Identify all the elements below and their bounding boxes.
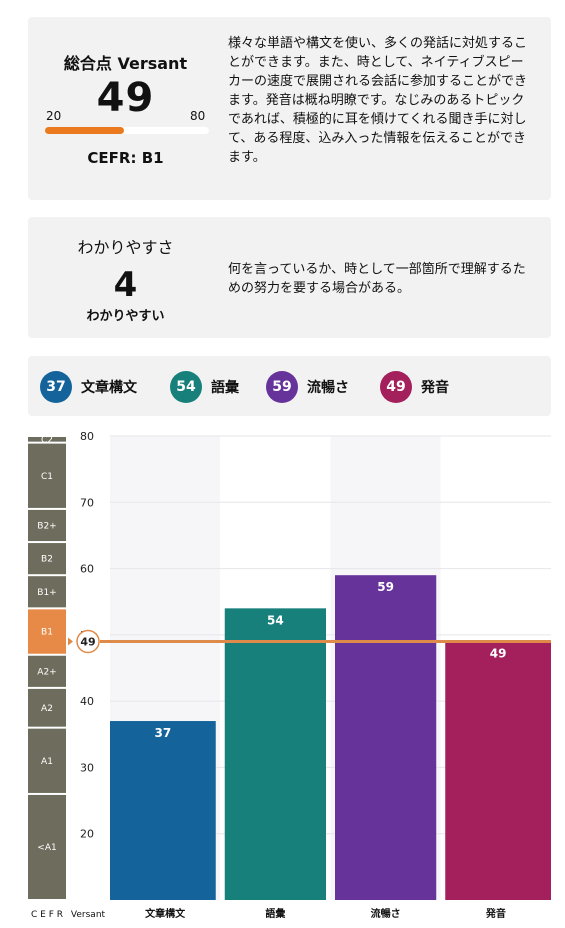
cefr-band — [28, 609, 66, 654]
overall-score-card: 総合点 Versant 49 20 80 CEFR: B1 様々な単語や構文を使… — [28, 17, 551, 200]
score-range-fill — [45, 127, 125, 134]
versant-axis-label: Versant — [71, 910, 106, 920]
y-tick-label: 80 — [80, 430, 94, 443]
cefr-band — [28, 437, 66, 442]
cefr-band-label: A2 — [41, 704, 53, 714]
y-tick-label: 70 — [80, 496, 94, 509]
legend-item-vocabulary: 54 語彙 — [170, 371, 239, 403]
legend-item-fluency: 59 流暢さ — [266, 371, 349, 403]
y-tick-label: 60 — [80, 563, 94, 576]
legend-item-grammar: 37 文章構文 — [40, 371, 137, 403]
cefr-band — [28, 543, 66, 575]
bar — [110, 721, 216, 900]
cefr-band-label: B1 — [41, 628, 53, 638]
legend-label: 語彙 — [211, 380, 239, 396]
cefr-band-label: B2 — [41, 555, 53, 565]
x-tick-label: 文章構文 — [145, 907, 186, 920]
cefr-band-label: C2 — [41, 435, 53, 445]
cefr-band — [28, 794, 66, 899]
legend-item-pronunciation: 49 発音 — [380, 371, 449, 403]
overall-description: 様々な単語や構文を使い、多くの発話に対処することができます。また、時として、ネイ… — [228, 36, 528, 165]
cefr-band — [28, 443, 66, 508]
bar — [224, 608, 326, 900]
bar-value-label: 37 — [155, 726, 172, 740]
x-tick-label: 語彙 — [265, 907, 286, 920]
reference-pointer-icon — [68, 637, 73, 646]
legend-badge: 37 — [40, 371, 72, 403]
score-range-max: 80 — [190, 109, 206, 123]
reference-badge — [76, 629, 100, 654]
cefr-band-label: C1 — [41, 472, 53, 482]
y-tick-label: 30 — [80, 761, 94, 774]
bar — [445, 641, 551, 900]
score-range-track — [45, 127, 209, 134]
cefr-band — [28, 655, 66, 687]
legend-badge: 59 — [266, 371, 298, 403]
intelligibility-description: 何を言っているか、時として一部箇所で理解するための努力を要する場合がある。 — [228, 262, 526, 296]
overall-score-title: 総合点 Versant — [63, 54, 188, 73]
legend-badge: 54 — [170, 371, 202, 403]
y-tick-label: 40 — [80, 695, 94, 708]
subscore-legend: 37 文章構文 54 語彙 59 流暢さ 49 発音 — [28, 356, 551, 416]
intelligibility-card: わかりやすさ 4 わかりやすい 何を言っているか、時として一部箇所で理解するため… — [28, 217, 551, 338]
legend-label: 流暢さ — [307, 380, 349, 396]
bar-value-label: 49 — [490, 646, 507, 660]
legend-label: 文章構文 — [81, 380, 137, 396]
cefr-band-label: A2+ — [37, 667, 56, 677]
cefr-band — [28, 509, 66, 542]
cefr-level: CEFR: B1 — [87, 149, 164, 167]
bar-value-label: 54 — [267, 613, 284, 627]
cefr-band — [28, 576, 66, 608]
legend-badge: 49 — [380, 371, 412, 403]
cefr-band-label: B1+ — [37, 588, 56, 598]
legend-label: 発音 — [421, 380, 449, 396]
x-tick-label: 流暢さ — [371, 907, 401, 920]
bar — [335, 575, 437, 900]
x-tick-label: 発音 — [485, 907, 506, 920]
cefr-band — [28, 688, 66, 727]
cefr-axis-label: C E F R — [31, 910, 63, 920]
cefr-band — [28, 728, 66, 793]
intelligibility-level: わかりやすい — [86, 309, 165, 324]
y-tick-label: 20 — [80, 828, 94, 841]
overall-score-value: 49 — [96, 75, 155, 121]
bar-value-label: 59 — [377, 580, 394, 594]
cefr-band-label: <A1 — [37, 843, 56, 853]
cefr-band-label: A1 — [41, 757, 53, 767]
reference-label: 49 — [80, 635, 95, 648]
intelligibility-score: 4 — [113, 265, 138, 305]
cefr-band-label: B2+ — [37, 521, 56, 531]
intelligibility-title: わかりやすさ — [77, 238, 174, 257]
score-range-min: 20 — [46, 109, 62, 123]
